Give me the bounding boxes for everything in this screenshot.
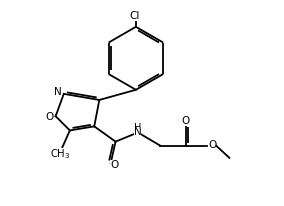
Text: O: O <box>208 140 216 150</box>
Text: H: H <box>134 123 142 133</box>
Text: N: N <box>134 128 141 137</box>
Text: O: O <box>110 160 118 170</box>
Text: CH$_3$: CH$_3$ <box>51 147 71 161</box>
Text: Cl: Cl <box>130 11 140 21</box>
Text: N: N <box>54 87 62 97</box>
Text: O: O <box>45 112 54 122</box>
Text: O: O <box>181 116 190 126</box>
